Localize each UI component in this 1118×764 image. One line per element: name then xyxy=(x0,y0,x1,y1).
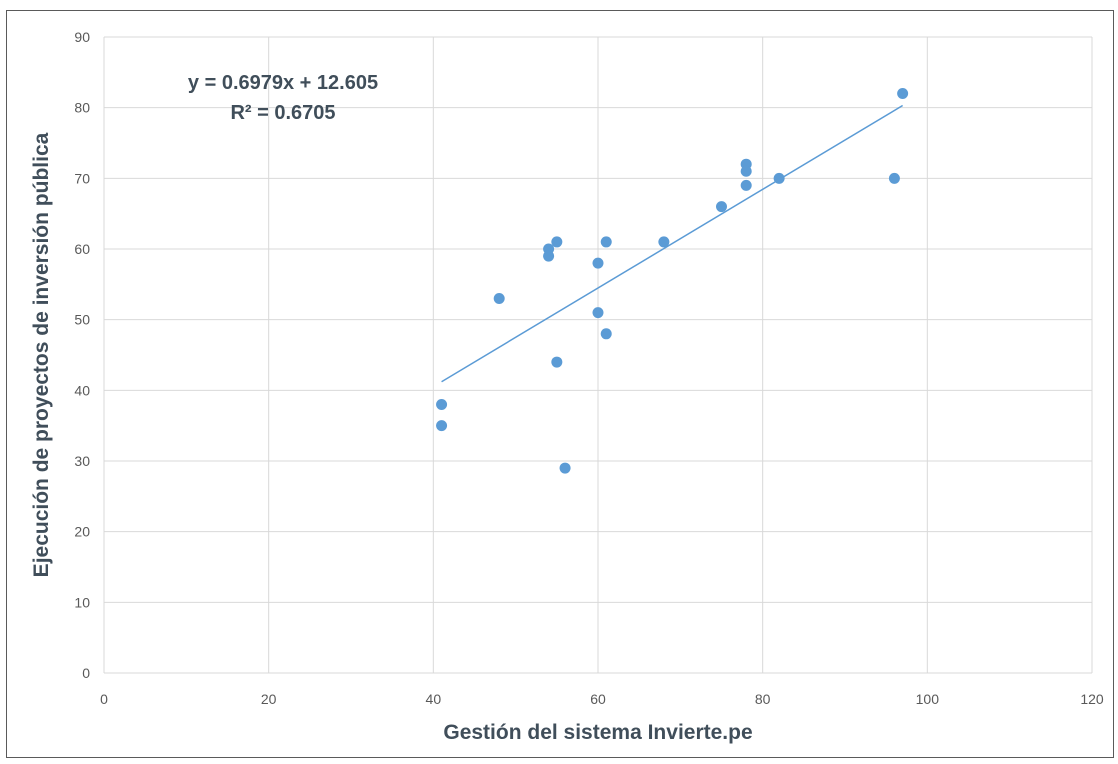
scatter-point xyxy=(436,398,448,410)
x-tick-label: 100 xyxy=(916,691,940,707)
tick-labels: 0 10 20 30 40 50 60 70 80 90 0 20 40 60 80 100 120 xyxy=(74,29,1103,707)
scatter-point xyxy=(592,307,604,319)
y-axis-title: Ejecución de proyectos de inversión públ… xyxy=(30,132,53,577)
x-tick-label: 80 xyxy=(755,691,771,707)
y-tick-label: 30 xyxy=(74,453,90,469)
scatter-point xyxy=(658,236,670,248)
scatter-point xyxy=(740,179,752,191)
scatter-point xyxy=(897,88,909,100)
y-tick-label: 40 xyxy=(74,382,90,398)
y-tick-label: 60 xyxy=(74,241,90,257)
scatter-point xyxy=(543,250,555,262)
data-points xyxy=(436,88,909,474)
y-tick-label: 20 xyxy=(74,524,90,540)
x-axis-title: Gestión del sistema Invierte.pe xyxy=(443,721,752,744)
x-tick-label: 0 xyxy=(100,691,108,707)
chart-frame xyxy=(6,10,1114,758)
scatter-point xyxy=(592,257,604,269)
scatter-point xyxy=(600,328,612,340)
x-tick-label: 60 xyxy=(590,691,606,707)
scatter-point xyxy=(551,356,563,368)
trendline-layer xyxy=(441,104,904,383)
x-tick-label: 40 xyxy=(426,691,442,707)
scatter-point xyxy=(740,165,752,177)
y-tick-label: 80 xyxy=(74,100,90,116)
scatter-point xyxy=(493,292,505,304)
y-tick-label: 50 xyxy=(74,312,90,328)
scatter-point xyxy=(716,201,727,213)
scatter-point xyxy=(436,420,448,432)
y-tick-label: 10 xyxy=(74,594,90,610)
y-tick-label: 90 xyxy=(74,29,90,45)
r-squared-label: R² = 0.6705 xyxy=(230,102,335,124)
trendline-equation: y = 0.6979x + 12.605 xyxy=(188,72,378,94)
scatter-point xyxy=(888,172,900,184)
y-tick-label: 70 xyxy=(74,170,90,186)
linear-trendline xyxy=(441,104,904,383)
grid-lines xyxy=(103,36,1093,674)
y-tick-label: 0 xyxy=(82,665,90,681)
x-tick-label: 120 xyxy=(1080,691,1104,707)
scatter-point xyxy=(559,462,571,474)
scatter-point xyxy=(551,236,563,248)
x-tick-label: 20 xyxy=(261,691,277,707)
scatter-point xyxy=(600,236,612,248)
scatter-point xyxy=(773,172,785,184)
